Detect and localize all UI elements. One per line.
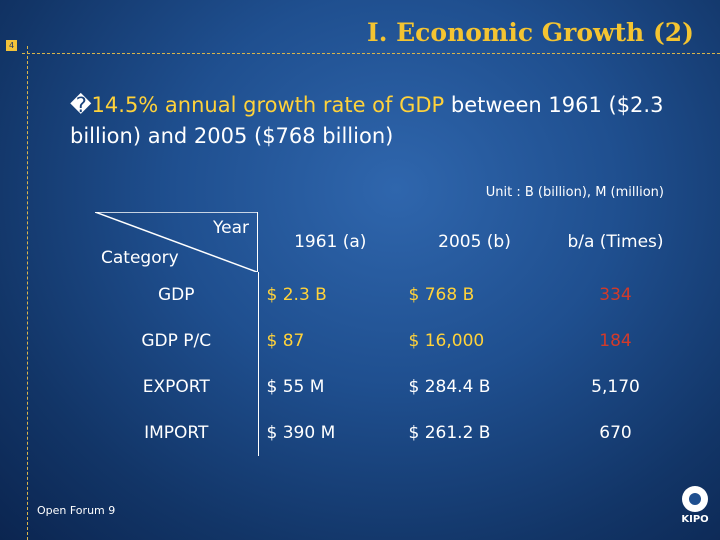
- corner-cell: Year Category: [95, 212, 258, 272]
- row-category: EXPORT: [142, 377, 210, 397]
- row-category: IMPORT: [144, 423, 209, 443]
- bullet-point: �14.5% annual growth rate of GDP between…: [70, 90, 710, 152]
- row-value-1961: $ 55 M: [257, 364, 403, 410]
- row-value-2005: $ 284.4 B: [408, 377, 491, 397]
- row-ratio: 5,170: [591, 377, 640, 397]
- header-1961: 1961 (a): [294, 232, 367, 252]
- kipo-logo: KIPO: [674, 486, 716, 536]
- row-value-1961: $ 390 M: [257, 410, 403, 456]
- row-value-1961: $ 2.3 B: [257, 272, 403, 318]
- table-header-row: Year Category 1961 (a) 2005 (b) b/a (Tim…: [95, 212, 685, 272]
- header-2005: 2005 (b): [438, 232, 511, 252]
- table-row: EXPORT $ 55 M $ 284.4 B 5,170: [95, 364, 685, 410]
- logo-text: KIPO: [681, 514, 709, 525]
- row-ratio: 670: [599, 423, 632, 443]
- slide-title: Ⅰ. Economic Growth (2): [367, 18, 694, 47]
- bullet-glyph: �: [70, 93, 92, 117]
- bullet-highlight-text: 14.5% annual growth rate of GDP: [91, 93, 445, 117]
- row-value-1961: $ 87: [257, 318, 403, 364]
- growth-table: Year Category 1961 (a) 2005 (b) b/a (Tim…: [95, 212, 685, 456]
- row-value-2005: $ 768 B: [408, 285, 475, 305]
- table-row: GDP $ 2.3 B $ 768 B 334: [95, 272, 685, 318]
- row-value-2005: $ 261.2 B: [408, 423, 491, 443]
- corner-year-label: Year: [213, 218, 249, 238]
- bullet-body-text: between 1961 ($2.3 billion) and 2005 ($7…: [70, 93, 664, 148]
- row-ratio: 184: [599, 331, 632, 351]
- row-ratio: 334: [599, 285, 632, 305]
- page-number-marker: 4: [6, 40, 17, 51]
- header-divider: [22, 53, 720, 54]
- corner-category-label: Category: [101, 248, 179, 268]
- corner-diagonal: [95, 212, 257, 272]
- table-row: IMPORT $ 390 M $ 261.2 B 670: [95, 410, 685, 456]
- footer-label: Open Forum 9: [37, 504, 116, 517]
- row-category: GDP: [157, 285, 195, 305]
- header-ratio: b/a (Times): [567, 232, 664, 252]
- unit-note: Unit : B (billion), M (million): [485, 185, 664, 200]
- logo-mark-icon: [682, 486, 708, 512]
- side-divider: [27, 46, 28, 540]
- table-row: GDP P/C $ 87 $ 16,000 184: [95, 318, 685, 364]
- row-value-2005: $ 16,000: [408, 331, 485, 351]
- row-category: GDP P/C: [141, 331, 212, 351]
